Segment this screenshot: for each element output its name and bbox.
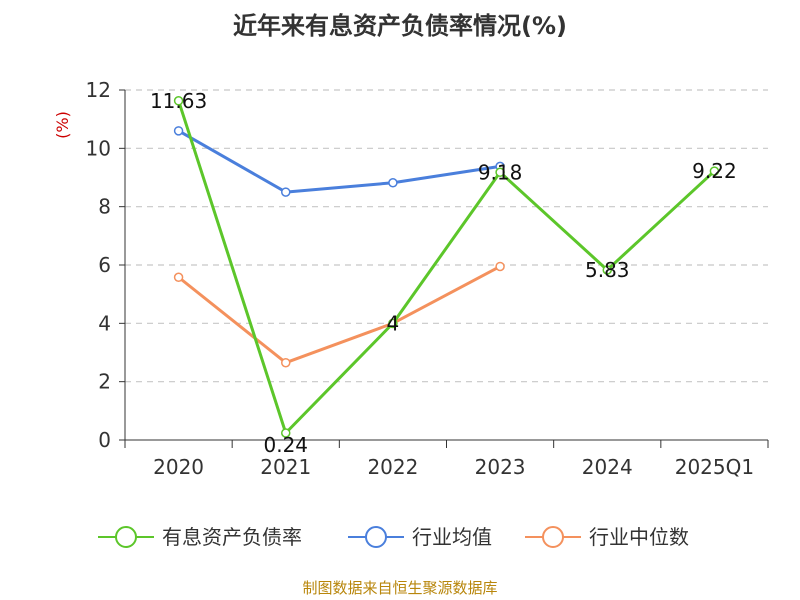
series-line: [177, 100, 716, 435]
data-labels: 11.63 0.24 4 9.18 5.83 9.22: [150, 89, 737, 457]
y-tick-label: 0: [98, 428, 111, 452]
x-tick-label: 2022: [367, 455, 418, 479]
data-source-note: 制图数据来自恒生聚源数据库: [302, 579, 498, 597]
gridlines: [125, 89, 768, 383]
data-point: [495, 167, 505, 177]
data-point: [173, 272, 184, 282]
legend-label: 行业中位数: [589, 525, 689, 549]
legend: 有息资产负债率 行业均值 行业中位数: [98, 525, 689, 549]
axes: 0 2 4 6 8 10 12 2020 2021 2022 2023 2024 2025Q1 (%): [53, 78, 769, 479]
x-tick-label: 2021: [260, 455, 311, 479]
data-point: [709, 166, 720, 176]
data-point: [388, 318, 398, 329]
chart-title: 近年来有息资产负债率情况(%): [233, 12, 567, 40]
data-label: 0.24: [263, 433, 308, 457]
data-label: 9.22: [692, 159, 737, 183]
y-tick-label: 10: [86, 136, 111, 160]
data-label: 9.18: [478, 160, 523, 184]
data-point: [602, 265, 612, 275]
data-label: 11.63: [150, 89, 207, 113]
y-tick-label: 4: [98, 311, 111, 335]
y-axis-label: (%): [53, 111, 72, 139]
y-tick-label: 6: [98, 253, 111, 277]
y-tick-label: 8: [98, 195, 111, 219]
series-lines: [173, 96, 720, 438]
data-point: [388, 178, 398, 188]
x-tick-label: 2024: [582, 455, 633, 479]
x-tick-label: 2023: [475, 455, 526, 479]
data-label: 5.83: [585, 258, 630, 282]
legend-marker: [115, 526, 137, 548]
data-label: 4: [387, 311, 400, 335]
series-line: [177, 265, 501, 365]
data-point: [495, 261, 505, 272]
data-point: [281, 187, 291, 197]
data-point: [173, 96, 184, 106]
data-point: [281, 357, 291, 368]
data-point: [281, 428, 291, 438]
data-point: [173, 126, 184, 136]
x-tick-label: 2025Q1: [675, 455, 754, 479]
legend-label: 行业均值: [412, 525, 492, 549]
y-tick-label: 12: [86, 78, 111, 102]
y-tick-label: 2: [98, 370, 111, 394]
legend-marker: [365, 526, 387, 548]
series-line: [177, 129, 501, 194]
x-tick-label: 2020: [153, 455, 204, 479]
legend-label: 有息资产负债率: [162, 525, 302, 549]
legend-marker: [542, 526, 564, 548]
